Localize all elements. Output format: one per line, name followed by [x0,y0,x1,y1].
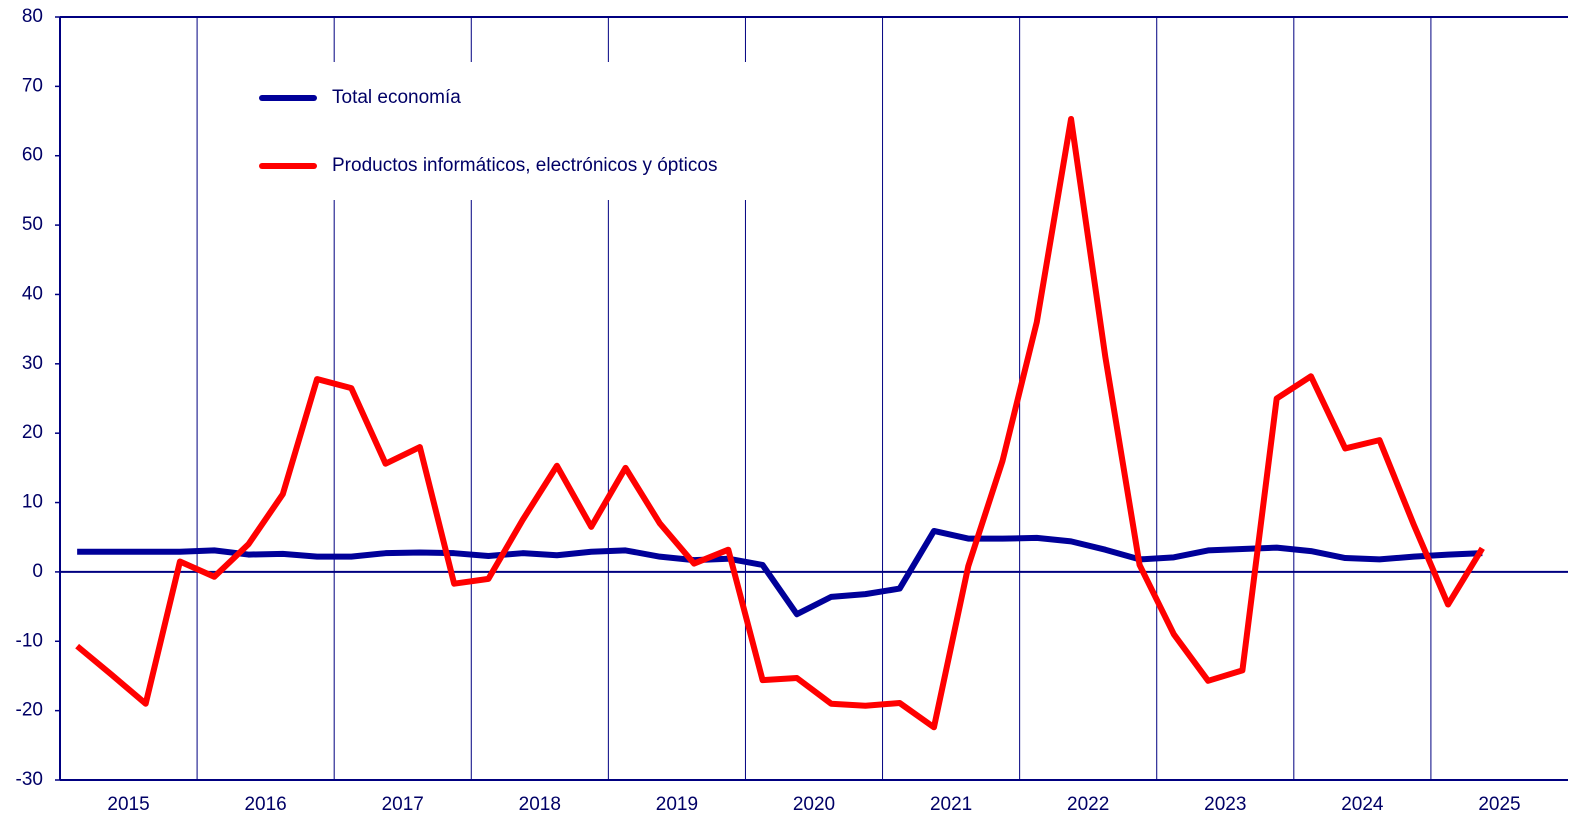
x-tick-label: 2015 [107,794,149,815]
y-tick-label: 40 [22,283,43,304]
y-tick-label: 70 [22,75,43,96]
y-tick-label: -20 [16,700,43,721]
y-tick-label: 0 [32,561,43,582]
y-tick-label: 60 [22,145,43,166]
legend-label: Total economía [332,87,461,108]
x-tick-label: 2020 [793,794,835,815]
x-tick-label: 2019 [656,794,698,815]
x-tick-label: 2018 [519,794,561,815]
x-tick-label: 2022 [1067,794,1109,815]
series-line [77,527,1483,618]
y-tick-label: 20 [22,422,43,443]
y-tick-label: -10 [16,630,43,651]
y-tick-label: -30 [16,769,43,790]
series-line [75,115,1485,731]
x-tick-label: 2016 [244,794,286,815]
legend-label: Productos informáticos, electrónicos y ó… [332,155,717,176]
y-tick-label: 50 [22,214,43,235]
y-tick-label: 30 [22,353,43,374]
x-tick-label: 2017 [382,794,424,815]
x-tick-label: 2025 [1478,794,1520,815]
y-tick-label: 80 [22,6,43,27]
y-tick-label: 10 [22,492,43,513]
x-tick-label: 2021 [930,794,972,815]
x-tick-label: 2024 [1341,794,1384,815]
x-tick-label: 2023 [1204,794,1246,815]
legend-box [245,62,830,200]
